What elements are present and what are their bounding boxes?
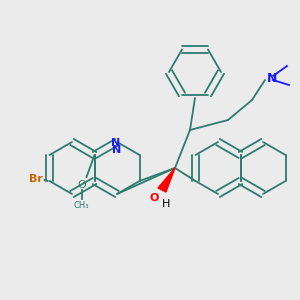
Text: O: O (149, 193, 159, 203)
Text: N: N (111, 138, 121, 148)
Text: N: N (267, 71, 278, 85)
Text: O: O (77, 180, 86, 190)
Text: H: H (162, 199, 170, 209)
Text: Br: Br (28, 174, 42, 184)
Text: N: N (112, 145, 122, 155)
Polygon shape (158, 168, 175, 192)
Text: CH₃: CH₃ (74, 200, 89, 209)
